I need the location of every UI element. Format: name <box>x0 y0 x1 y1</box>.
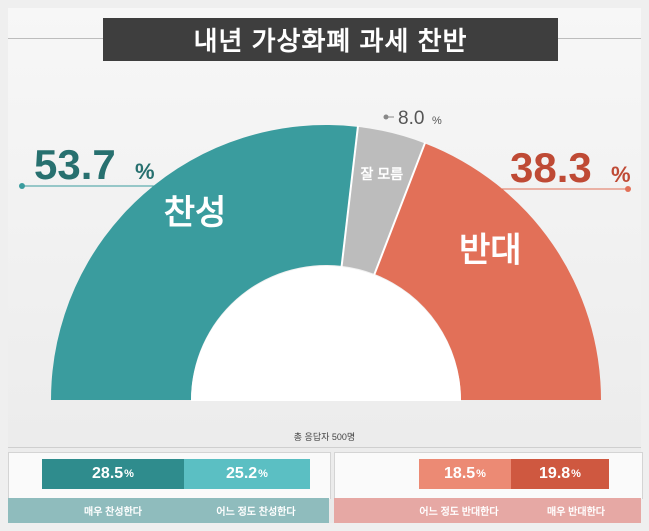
mild-support-label: 어느 정도 찬성한다 <box>216 507 296 518</box>
strong-support-label: 매우 찬성한다 <box>84 507 142 518</box>
strong-oppose-label: 매우 반대한다 <box>547 507 605 518</box>
support-label-strip: 매우 찬성한다 어느 정도 찬성한다 <box>8 498 329 523</box>
oppose-slice-label: 반대 <box>459 232 522 270</box>
strong-oppose-unit: % <box>571 468 581 480</box>
chart-title: 내년 가상화폐 과세 찬반 <box>103 18 558 61</box>
slice-separator <box>340 125 360 268</box>
support-value: 53.7 <box>34 141 116 188</box>
mild-support-value: 25.2 <box>226 465 258 482</box>
oppose-label-strip: 어느 정도 반대한다 매우 반대한다 <box>334 498 641 523</box>
strong-oppose-cell: 19.8% <box>511 459 609 489</box>
strong-support-value: 28.5 <box>92 465 124 482</box>
strong-oppose-value: 19.8 <box>539 465 571 482</box>
support-leader-dot <box>19 183 25 189</box>
mild-support-unit: % <box>258 468 268 480</box>
support-slice-label: 찬성 <box>164 194 227 232</box>
oppose-unit: % <box>611 162 631 187</box>
slice-separator <box>373 142 427 276</box>
oppose-leader-dot <box>625 186 631 192</box>
unknown-unit: % <box>432 115 442 127</box>
strong-support-unit: % <box>124 468 134 480</box>
respondent-note: 총 응답자 500명 <box>293 432 356 442</box>
slice-oppose <box>374 143 601 401</box>
unknown-slice-label: 잘 모름 <box>361 166 404 182</box>
divider <box>8 447 641 448</box>
support-unit: % <box>135 159 155 184</box>
mild-oppose-label: 어느 정도 반대한다 <box>419 507 499 518</box>
mild-oppose-unit: % <box>476 468 486 480</box>
mild-oppose-cell: 18.5% <box>419 459 511 489</box>
mild-support-cell: 25.2% <box>184 459 310 489</box>
gauge-hole <box>191 266 461 401</box>
strong-support-cell: 28.5% <box>42 459 184 489</box>
slice-support <box>51 124 358 401</box>
slice-unknown <box>341 126 425 275</box>
mild-oppose-value: 18.5 <box>444 465 476 482</box>
oppose-value: 38.3 <box>510 144 592 191</box>
unknown-value: 8.0 <box>398 108 424 129</box>
